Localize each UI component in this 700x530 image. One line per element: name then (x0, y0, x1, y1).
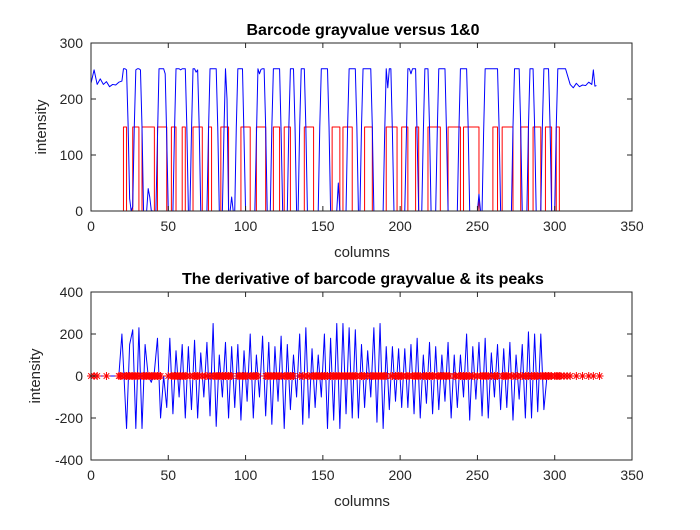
bottom-plot: The derivative of barcode grayvalue & it… (27, 271, 644, 510)
peak-marker (93, 372, 102, 380)
top-x-tick-label: 350 (620, 218, 644, 234)
bottom-x-tick-label: 100 (234, 467, 258, 483)
top-y-tick-label: 200 (60, 91, 84, 107)
bottom-y-tick-label: 200 (60, 326, 84, 342)
top-x-tick-label: 300 (543, 218, 567, 234)
bottom-y-tick-label: -200 (55, 410, 83, 426)
bottom-x-tick-label: 300 (543, 467, 567, 483)
top-y-tick-label: 300 (60, 35, 84, 51)
top-x-tick-label: 150 (311, 218, 335, 234)
bottom-y-tick-label: 400 (60, 284, 84, 300)
bottom-x-tick-label: 150 (311, 467, 335, 483)
peak-marker (156, 372, 165, 380)
peak-marker (584, 372, 593, 380)
peak-marker (493, 372, 502, 380)
bottom-x-tick-label: 250 (466, 467, 490, 483)
peak-marker (227, 372, 236, 380)
top-x-tick-label: 0 (87, 218, 95, 234)
peak-marker (566, 372, 575, 380)
top-x-tick-label: 200 (388, 218, 412, 234)
top-x-tick-label: 250 (466, 218, 490, 234)
peak-marker (445, 372, 454, 380)
peak-marker (102, 372, 111, 380)
peak-marker (289, 372, 298, 380)
bottom-x-axis-ticks: 0 50 100 150 200 250 300 350 (87, 292, 644, 483)
peak-marker (382, 372, 391, 380)
bottom-y-tick-label: 0 (75, 368, 83, 384)
top-x-axis-label: columns (334, 244, 390, 261)
top-plot: Barcode grayvalue versus 1&0 0 50 100 150 20… (33, 22, 644, 261)
bottom-x-axis-label: columns (334, 493, 390, 510)
bottom-y-tick-label: -400 (55, 452, 83, 468)
top-x-tick-label: 100 (234, 218, 258, 234)
top-x-axis-ticks: 0 50 100 150 200 250 300 350 (87, 43, 644, 234)
binary-signal-line (91, 126, 602, 212)
top-axes-frame (90, 42, 633, 212)
top-y-axis-label: intensity (33, 99, 50, 155)
top-x-tick-label: 50 (160, 218, 176, 234)
peak-marker (572, 372, 581, 380)
peak-marker (578, 372, 587, 380)
bottom-x-tick-label: 50 (160, 467, 176, 483)
top-y-axis-ticks: 0 100 200 300 (60, 35, 632, 219)
bottom-chart-title: The derivative of barcode grayvalue & it… (182, 271, 544, 288)
peak-marker (589, 372, 598, 380)
bottom-y-axis-ticks: -400 -200 0 200 400 (55, 284, 632, 468)
bottom-x-tick-label: 0 (87, 467, 95, 483)
peak-marker (595, 372, 604, 380)
bottom-series-group (87, 323, 604, 429)
bottom-y-axis-label: intensity (27, 348, 44, 404)
top-y-tick-label: 0 (75, 203, 83, 219)
top-chart-title: Barcode grayvalue versus 1&0 (246, 22, 479, 39)
bottom-x-tick-label: 200 (388, 467, 412, 483)
top-y-tick-label: 100 (60, 147, 84, 163)
peak-marker (253, 372, 262, 380)
bottom-x-tick-label: 350 (620, 467, 644, 483)
